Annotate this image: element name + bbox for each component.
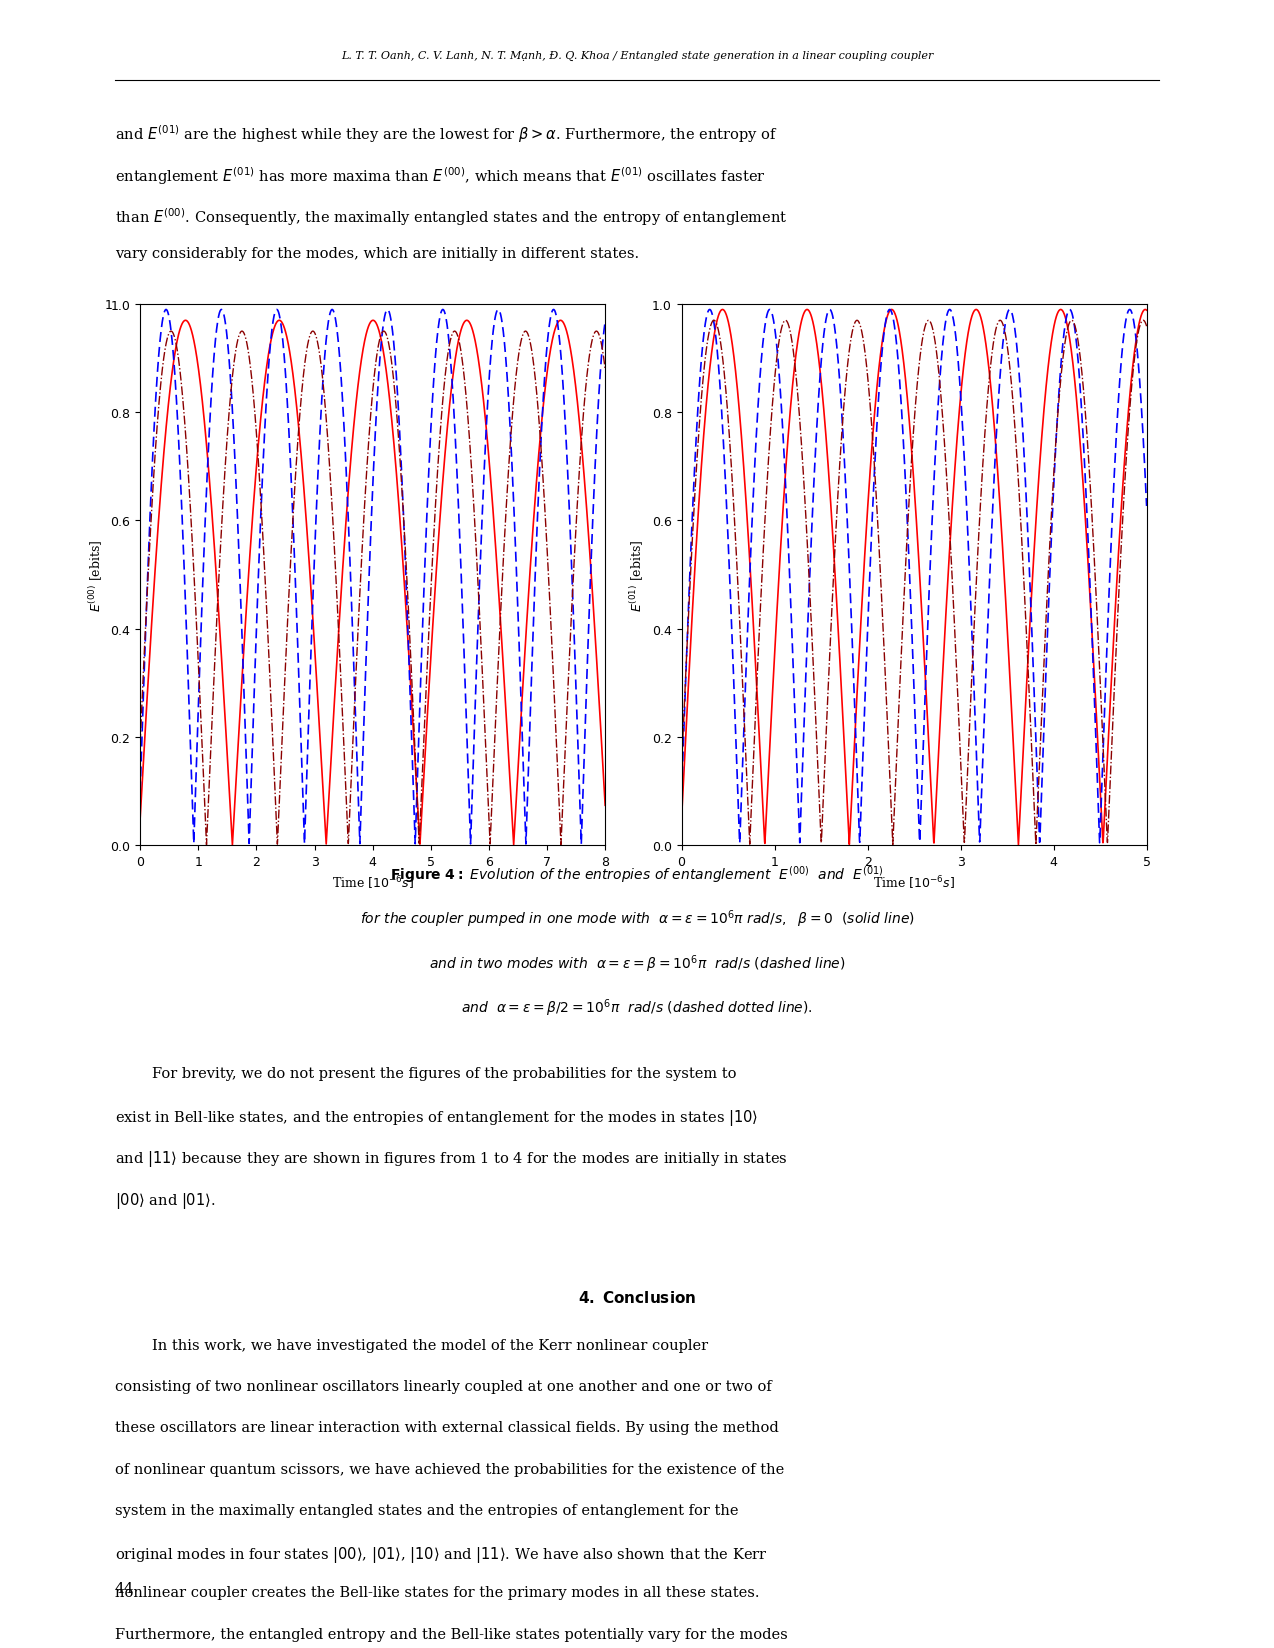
dashdot (199, 836, 214, 855)
dashed (132, 783, 148, 803)
Text: and $|11\rangle$ because they are shown in figures from 1 to 4 for the modes are: and $|11\rangle$ because they are shown … (115, 1149, 787, 1168)
Y-axis label: $E^{(00)}$ [ebits]: $E^{(00)}$ [ebits] (87, 539, 104, 611)
Text: $|00\rangle$ and $|01\rangle$.: $|00\rangle$ and $|01\rangle$. (115, 1190, 215, 1210)
Text: L. T. T. Oanh, C. V. Lanh, N. T. Mạnh, Đ. Q. Khoa / Entangled state generation i: L. T. T. Oanh, C. V. Lanh, N. T. Mạnh, Đ… (341, 51, 933, 61)
dashed (598, 313, 613, 333)
Text: 1: 1 (104, 298, 112, 311)
Line: dashed: dashed (140, 310, 605, 845)
dashdot (589, 321, 604, 341)
Text: nonlinear coupler creates the Bell-like states for the primary modes in all thes: nonlinear coupler creates the Bell-like … (115, 1585, 759, 1599)
solid (589, 644, 604, 664)
Line: solid: solid (140, 321, 605, 845)
Text: $\mathit{and\ in\ two\ modes\ with\ \ \alpha = \varepsilon = \beta = 10^6\pi\ \ : $\mathit{and\ in\ two\ modes\ with\ \ \a… (428, 953, 846, 974)
Line: dashdot: dashdot (140, 331, 605, 845)
Text: original modes in four states $|00\rangle$, $|01\rangle$, $|10\rangle$ and $|11\: original modes in four states $|00\rangl… (115, 1544, 767, 1564)
dashdot (539, 524, 554, 544)
dashdot (311, 339, 326, 359)
dashed (573, 836, 589, 855)
dashed (213, 300, 228, 320)
Text: For brevity, we do not present the figures of the probabilities for the system t: For brevity, we do not present the figur… (115, 1066, 736, 1079)
Text: In this work, we have investigated the model of the Kerr nonlinear coupler: In this work, we have investigated the m… (115, 1338, 708, 1351)
solid (331, 620, 347, 639)
Text: exist in Bell-like states, and the entropies of entanglement for the modes in st: exist in Bell-like states, and the entro… (115, 1107, 758, 1127)
dashed (539, 348, 554, 368)
Text: of nonlinear quantum scissors, we have achieved the probabilities for the existe: of nonlinear quantum scissors, we have a… (115, 1462, 784, 1475)
dashdot (376, 321, 391, 341)
dashdot (186, 549, 201, 569)
dashdot (213, 529, 228, 549)
Text: Furthermore, the entangled entropy and the Bell-like states potentially vary for: Furthermore, the entangled entropy and t… (115, 1627, 787, 1640)
X-axis label: Time $\left[10^{-6}s\right]$: Time $\left[10^{-6}s\right]$ (873, 873, 956, 892)
Text: $\mathit{for\ the\ coupler\ pumped\ in\ one\ mode\ with\ \ \alpha = \varepsilon : $\mathit{for\ the\ coupler\ pumped\ in\ … (359, 908, 915, 929)
Text: vary considerably for the modes, which are initially in different states.: vary considerably for the modes, which a… (115, 247, 638, 260)
dashdot (331, 625, 347, 644)
solid (311, 704, 326, 723)
Y-axis label: $E^{(01)}$ [ebits]: $E^{(01)}$ [ebits] (628, 539, 646, 611)
dashed (158, 300, 173, 320)
Text: these oscillators are linear interaction with external classical fields. By usin: these oscillators are linear interaction… (115, 1421, 778, 1434)
solid (132, 809, 148, 829)
Text: $\mathbf{4.\ Conclusion}$: $\mathbf{4.\ Conclusion}$ (578, 1289, 696, 1305)
Text: than $E^{(00)}$. Consequently, the maximally entangled states and the entropy of: than $E^{(00)}$. Consequently, the maxim… (115, 206, 787, 227)
dashdot (598, 361, 613, 381)
Text: 44: 44 (115, 1582, 134, 1595)
Text: consisting of two nonlinear oscillators linearly coupled at one another and one : consisting of two nonlinear oscillators … (115, 1379, 772, 1393)
solid (366, 311, 381, 331)
solid (213, 636, 228, 656)
dashed (311, 450, 326, 470)
dashdot (132, 733, 148, 753)
Text: $\mathit{and\ \ \alpha = \varepsilon = \beta/2 = 10^6\pi\ \ rad/s\ (dashed\ dott: $\mathit{and\ \ \alpha = \varepsilon = \… (461, 997, 813, 1018)
dashed (589, 432, 604, 452)
solid (186, 328, 201, 348)
Text: and $E^{(01)}$ are the highest while they are the lowest for $\beta > \alpha$. F: and $E^{(01)}$ are the highest while the… (115, 124, 777, 145)
solid (224, 836, 240, 855)
Text: entanglement $E^{(01)}$ has more maxima than $E^{(00)}$, which means that $E^{(0: entanglement $E^{(01)}$ has more maxima … (115, 165, 766, 186)
dashed (186, 822, 201, 842)
X-axis label: Time $\left[10^{-6}s\right]$: Time $\left[10^{-6}s\right]$ (331, 873, 414, 892)
Text: $\mathbf{Figure\ 4:}$ $\mathit{Evolution\ of\ the\ entropies\ of\ entanglement\ : $\mathbf{Figure\ 4:}$ $\mathit{Evolution… (390, 864, 884, 885)
solid (598, 796, 613, 816)
solid (539, 371, 554, 391)
dashed (331, 338, 347, 358)
Text: system in the maximally entangled states and the entropies of entanglement for t: system in the maximally entangled states… (115, 1503, 738, 1516)
